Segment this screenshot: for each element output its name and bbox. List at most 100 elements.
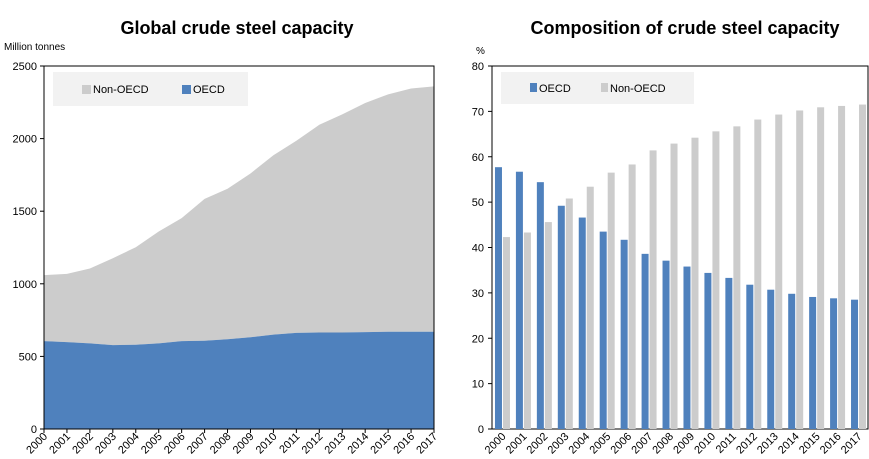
y-tick-label: 50	[472, 197, 484, 209]
bar-oecd	[515, 171, 523, 429]
x-tick-label: 2008	[208, 431, 234, 454]
y-tick-label: 70	[472, 106, 484, 118]
bar-oecd	[851, 299, 859, 429]
bar-oecd	[557, 205, 565, 429]
bar-non-oecd	[859, 104, 867, 429]
x-tick-label: 2017	[414, 431, 440, 454]
legend-swatch	[182, 85, 191, 94]
x-tick-label: 2004	[116, 431, 142, 454]
bar-non-oecd	[502, 237, 510, 429]
y-tick-label: 0	[478, 424, 484, 436]
x-tick-label: 2010	[254, 431, 280, 454]
y-tick-label: 20	[472, 333, 484, 345]
x-tick-label: 2010	[692, 431, 718, 454]
bar-non-oecd	[838, 105, 846, 430]
right-chart: 2000200120022003200420052006200720082009…	[472, 61, 869, 456]
bar-oecd	[830, 298, 838, 429]
x-tick-label: 2015	[368, 431, 394, 454]
plot-frame	[43, 65, 435, 430]
series-area-oecd	[44, 331, 434, 429]
bar-oecd	[641, 253, 649, 429]
y-tick-label: 2500	[13, 61, 37, 73]
x-tick-label: 2003	[93, 431, 119, 454]
bar-non-oecd	[628, 164, 636, 429]
bar-oecd	[662, 260, 670, 429]
x-tick-label: 2002	[525, 431, 551, 454]
x-tick-label: 2012	[300, 431, 326, 454]
x-tick-label: 2017	[839, 431, 865, 454]
x-tick-label: 2016	[818, 431, 844, 454]
bar-oecd	[767, 289, 775, 429]
legend-swatch	[601, 83, 608, 92]
bar-oecd	[746, 284, 754, 429]
x-tick-label: 2004	[567, 431, 593, 454]
legend-label: OECD	[539, 83, 571, 95]
x-tick-label: 2014	[345, 431, 371, 454]
x-tick-label: 2015	[797, 431, 823, 454]
bar-oecd	[788, 293, 796, 429]
x-tick-label: 2016	[391, 431, 417, 454]
bar-non-oecd	[607, 172, 615, 429]
bar-non-oecd	[712, 131, 720, 429]
left-chart-title: Global crude steel capacity	[120, 18, 353, 38]
left-chart: 0500100015002000250020002001200220032004…	[13, 61, 441, 456]
legend-label: Non-OECD	[93, 84, 149, 96]
legend: Non-OECD OECD	[53, 72, 248, 106]
bar-oecd	[704, 272, 712, 429]
y-tick-label: 60	[472, 152, 484, 164]
bar-oecd	[683, 266, 691, 429]
bar-oecd	[536, 182, 544, 429]
bar-non-oecd	[565, 198, 573, 429]
y-tick-label: 10	[472, 379, 484, 391]
x-tick-label: 2014	[776, 431, 802, 454]
bar-non-oecd	[691, 137, 699, 429]
right-chart-title: Composition of crude steel capacity	[530, 18, 839, 38]
bar-non-oecd	[817, 107, 825, 429]
x-tick-label: 2000	[24, 431, 50, 454]
bar-oecd	[809, 296, 817, 429]
x-tick-label: 2000	[483, 431, 509, 454]
legend-swatch	[530, 83, 537, 92]
x-tick-label: 2007	[185, 431, 211, 454]
legend: OECD Non-OECD	[501, 72, 694, 104]
x-tick-label: 2003	[546, 431, 572, 454]
x-tick-label: 2005	[139, 431, 165, 454]
x-tick-label: 2006	[608, 431, 634, 454]
bar-oecd	[725, 277, 733, 429]
x-tick-label: 2001	[504, 431, 530, 454]
x-tick-label: 2008	[650, 431, 676, 454]
x-tick-label: 2013	[323, 431, 349, 454]
x-tick-label: 2009	[231, 431, 257, 454]
right-chart-unit-label: %	[476, 46, 485, 57]
bar-oecd	[620, 239, 628, 429]
bar-non-oecd	[586, 186, 594, 429]
x-tick-label: 2006	[162, 431, 188, 454]
x-tick-label: 2011	[277, 431, 302, 454]
y-tick-label: 40	[472, 243, 484, 255]
x-tick-label: 2001	[47, 431, 73, 454]
bar-oecd	[599, 231, 607, 429]
left-chart-unit-label: Million tonnes	[4, 42, 65, 53]
x-tick-label: 2007	[629, 431, 655, 454]
legend-swatch	[82, 85, 91, 94]
y-tick-label: 1000	[13, 279, 37, 291]
bar-non-oecd	[733, 126, 741, 429]
x-tick-label: 2005	[588, 431, 614, 454]
bar-non-oecd	[775, 114, 783, 430]
legend-label: OECD	[193, 84, 225, 96]
x-tick-label: 2013	[755, 431, 781, 454]
x-tick-label: 2002	[70, 431, 96, 454]
x-tick-label: 2009	[671, 431, 697, 454]
bar-oecd	[578, 217, 586, 429]
y-tick-label: 500	[19, 351, 37, 363]
bar-non-oecd	[523, 232, 531, 429]
y-tick-label: 1500	[13, 206, 37, 218]
x-tick-label: 2012	[734, 431, 760, 454]
y-tick-label: 0	[31, 424, 37, 436]
bar-non-oecd	[670, 143, 678, 429]
bar-non-oecd	[649, 150, 657, 429]
x-tick-label: 2011	[714, 431, 739, 454]
y-tick-label: 2000	[13, 134, 37, 146]
